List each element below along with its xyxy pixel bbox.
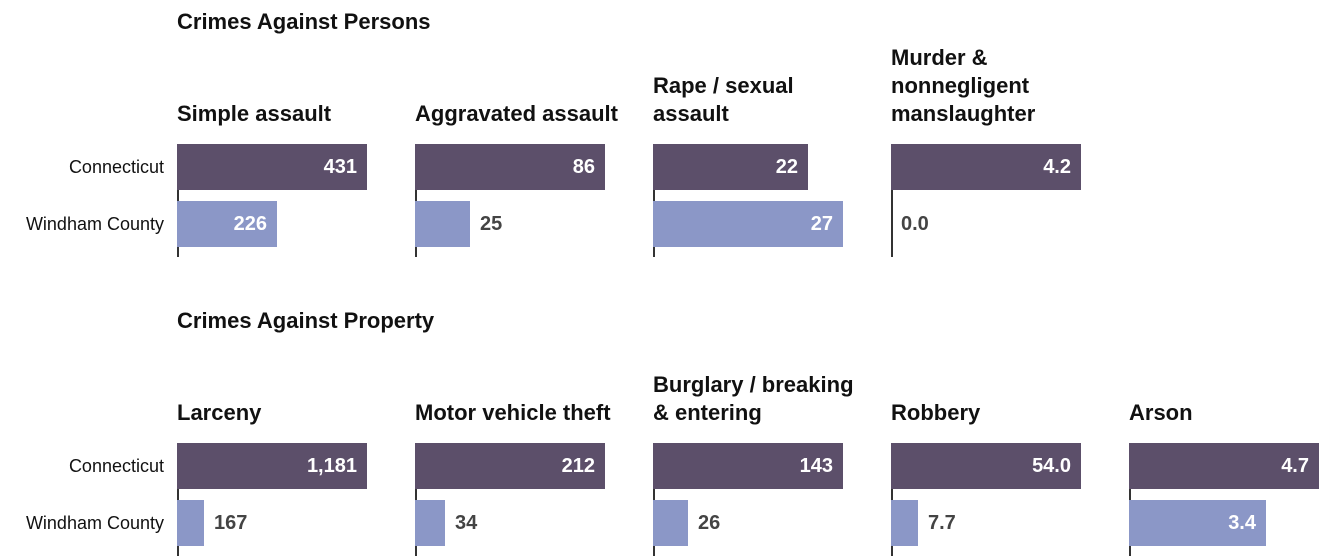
bar [415,144,605,190]
panel-burglary-breaking-entering: Burglary / breaking & entering 143 26 [653,372,854,556]
panel-rape-sexual-assault: Rape / sexual assault 22 27 [653,73,853,257]
panel-title: Motor vehicle theft [415,400,611,425]
bar-value-label: 7.7 [928,512,956,534]
bar-row-connecticut: 212 [415,443,665,489]
bar [177,144,367,190]
panel-larceny: Larceny 1,181 167 [177,400,377,556]
bar-row-connecticut: 143 [653,443,903,489]
axis-line [415,144,417,257]
bar-row-connecticut: 22 [653,144,903,190]
row-label-windham: Windham County [25,214,164,234]
bar-row-windham: 25 [415,201,665,247]
axis-line [177,144,179,257]
panel-aggravated-assault: Aggravated assault 86 25 [415,101,618,257]
row-label-connecticut: Connecticut [68,157,164,177]
bar-row-windham: 34 [415,500,665,546]
bar-row-connecticut: 86 [415,144,665,190]
bar [177,443,367,489]
bar [177,500,204,546]
bar [1129,443,1319,489]
axis-line [415,443,417,556]
bar-value-label: 0.0 [901,213,929,235]
bar-value-label: 226 [233,213,267,235]
axis-line [891,443,893,556]
bar-value-label: 22 [775,156,798,178]
section-title-property: Crimes Against Property [177,308,435,333]
bar-row-connecticut: 4.2 [891,144,1141,190]
axis-line [177,443,179,556]
bar [653,201,843,247]
panel-arson: Arson 4.7 3.4 [1129,400,1322,556]
bar [653,144,808,190]
row-label-connecticut: Connecticut [68,456,164,476]
bar-value-label: 4.7 [1281,455,1309,477]
panel-title: Larceny [177,400,262,425]
row-label-windham: Windham County [25,513,164,533]
bar-value-label: 212 [561,455,595,477]
bar-value-label: 3.4 [1228,512,1256,534]
panel-motor-vehicle-theft: Motor vehicle theft 212 34 [415,400,615,556]
bar-value-label: 143 [799,455,833,477]
panel-title: Arson [1129,400,1193,425]
bar-row-windham: 7.7 [891,500,1141,546]
bar-row-windham: 0.0 [891,201,1141,247]
axis-line [653,443,655,556]
panel-title: Murder & nonnegligent manslaughter [891,45,1036,126]
section-title-persons: Crimes Against Persons [177,9,431,34]
bar-value-label: 54.0 [1032,455,1071,477]
panel-murder-nonnegligent-manslaughter: Murder & nonnegligent manslaughter 4.2 0.0 [891,45,1091,257]
bar [891,144,1081,190]
bar [1129,500,1266,546]
bar-row-connecticut: 431 [177,144,427,190]
axis-line [891,144,893,257]
panel-title: Robbery [891,400,981,425]
panel-title: Simple assault [177,101,332,126]
bar-value-label: 86 [572,156,595,178]
panel-title: Burglary / breaking & entering [653,372,854,425]
bar-row-windham: 167 [177,500,427,546]
bar-value-label: 167 [214,512,248,534]
bar-row-windham: 3.4 [1129,500,1322,546]
bar-row-connecticut: 54.0 [891,443,1141,489]
bar [415,443,605,489]
bar [653,500,688,546]
bar [653,443,843,489]
bar [415,201,470,247]
panel-robbery: Robbery 54.0 7.7 [891,400,1091,556]
axis-line [1129,443,1131,556]
bar-value-label: 34 [455,512,478,534]
bar [415,500,445,546]
bar-value-label: 27 [810,213,833,235]
panel-title: Rape / sexual assault [653,73,794,126]
bar-value-label: 431 [323,156,357,178]
bar-row-connecticut: 1,181 [177,443,427,489]
panel-title: Aggravated assault [415,101,618,126]
bar-row-windham: 226 [177,201,427,247]
bar-row-connecticut: 4.7 [1129,443,1322,489]
bar [177,201,277,247]
bar [891,500,918,546]
bar-row-windham: 26 [653,500,903,546]
bar-value-label: 4.2 [1043,156,1071,178]
bar-value-label: 26 [698,512,721,534]
axis-line [653,144,655,257]
panel-simple-assault: Simple assault 431 226 [177,101,377,257]
bar [891,443,1081,489]
bar-row-windham: 27 [653,201,903,247]
bar-value-label: 25 [480,213,503,235]
bar-value-label: 1,181 [306,455,357,477]
